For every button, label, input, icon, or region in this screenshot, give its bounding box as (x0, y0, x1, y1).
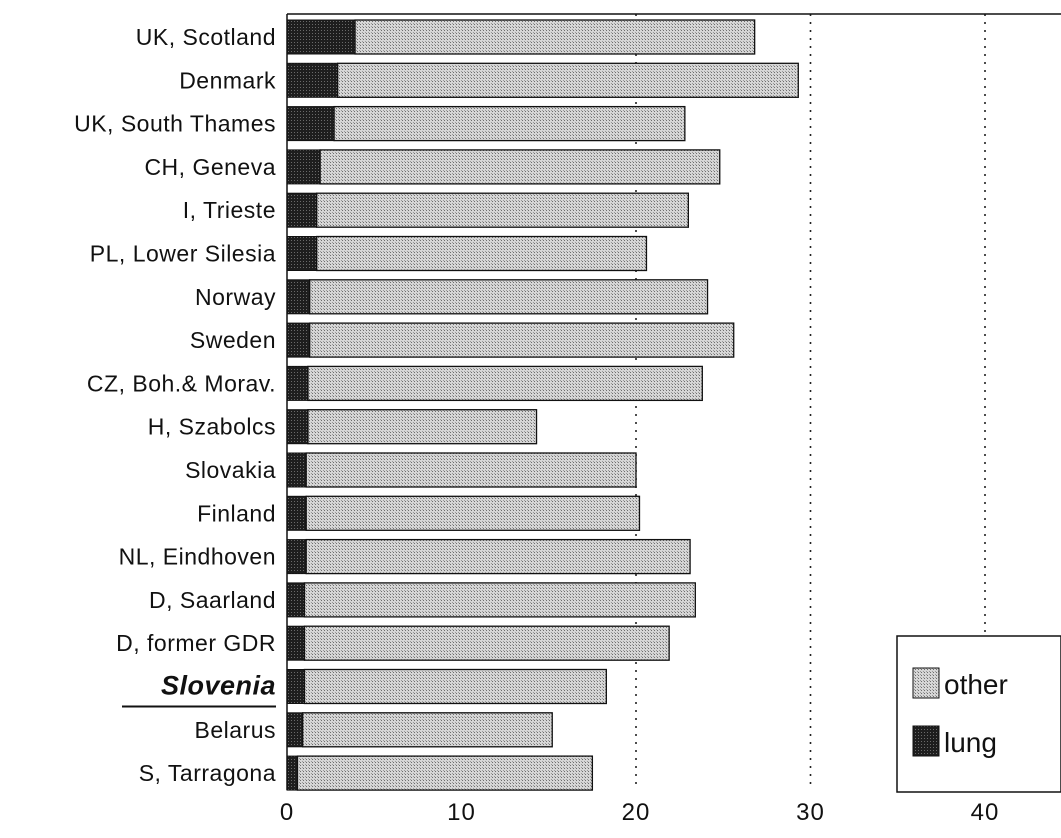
legend-swatch-other (912, 667, 940, 699)
bar-lung-15 (286, 669, 305, 704)
x-tick-label-40: 40 (971, 799, 1000, 826)
category-label: PL, Lower Silesia (90, 241, 276, 267)
category-label: UK, Scotland (136, 24, 276, 50)
category-label: H, Szabolcs (148, 414, 276, 440)
bar-lung-1 (286, 62, 339, 98)
bar-lung-9 (286, 409, 309, 445)
bar-other-16 (302, 712, 553, 748)
x-tick-label-20: 20 (622, 799, 651, 826)
bar-lung-0 (286, 19, 356, 55)
bar-lung-3 (286, 149, 321, 185)
bar-other-15 (303, 668, 607, 705)
category-label: Norway (195, 284, 276, 310)
bar-other-3 (319, 149, 721, 185)
category-label: D, former GDR (116, 630, 276, 656)
bar-other-6 (309, 279, 709, 315)
legend-label-lung: lung (944, 727, 997, 758)
bar-lung-17 (286, 755, 298, 791)
category-label: Sweden (190, 327, 276, 353)
gridlines (635, 14, 986, 790)
bar-other-17 (296, 755, 594, 791)
bar-lung-11 (286, 495, 307, 531)
bar-other-2 (333, 105, 686, 142)
category-label: CH, Geneva (144, 154, 276, 180)
bar-other-5 (316, 235, 648, 272)
bar-lung-10 (286, 452, 307, 488)
bar-lung-14 (286, 625, 305, 661)
bar-other-13 (303, 582, 696, 618)
legend-swatch-lung (912, 725, 940, 757)
bar-lung-7 (286, 322, 311, 358)
bar-lung-4 (286, 192, 318, 228)
legend-label-other: other (944, 669, 1008, 700)
bar-other-8 (307, 365, 703, 402)
bar-lung-12 (286, 539, 307, 575)
bar-other-0 (354, 19, 756, 55)
category-label: S, Tarragona (139, 760, 276, 786)
category-label: UK, South Thames (74, 111, 276, 137)
bar-other-10 (305, 452, 637, 488)
bar-lung-8 (286, 365, 309, 401)
category-label: Slovenia (161, 671, 276, 701)
bar-other-1 (336, 62, 799, 98)
legend: other lung (896, 635, 1061, 793)
bar-other-7 (309, 322, 735, 358)
x-tick-label-30: 30 (796, 799, 825, 826)
category-label: D, Saarland (149, 587, 276, 613)
bar-other-12 (305, 538, 691, 575)
bar-other-9 (307, 409, 538, 445)
x-tick-label-0: 0 (280, 799, 294, 826)
bar-lung-16 (286, 712, 304, 748)
bar-other-11 (305, 495, 641, 531)
category-labels: UK, Scotland Denmark UK, South Thames CH, G… (74, 24, 276, 786)
category-label: Slovakia (185, 457, 276, 483)
x-tick-label-10: 10 (447, 799, 476, 826)
category-label: I, Trieste (183, 197, 276, 223)
bar-other-4 (316, 192, 690, 228)
bar-lung-13 (286, 582, 305, 618)
bar-lung-2 (286, 106, 335, 142)
category-label: Denmark (179, 67, 276, 93)
category-label: Belarus (195, 717, 276, 743)
x-axis: 0 10 20 30 40 (280, 13, 1061, 826)
bars (286, 19, 799, 791)
category-label: NL, Eindhoven (119, 544, 276, 570)
bar-other-14 (303, 625, 670, 661)
bar-lung-5 (286, 236, 318, 271)
legend-box (896, 635, 1061, 793)
bar-lung-6 (286, 279, 311, 315)
category-label: CZ, Boh.& Morav. (87, 370, 276, 396)
category-label: Finland (197, 500, 276, 526)
